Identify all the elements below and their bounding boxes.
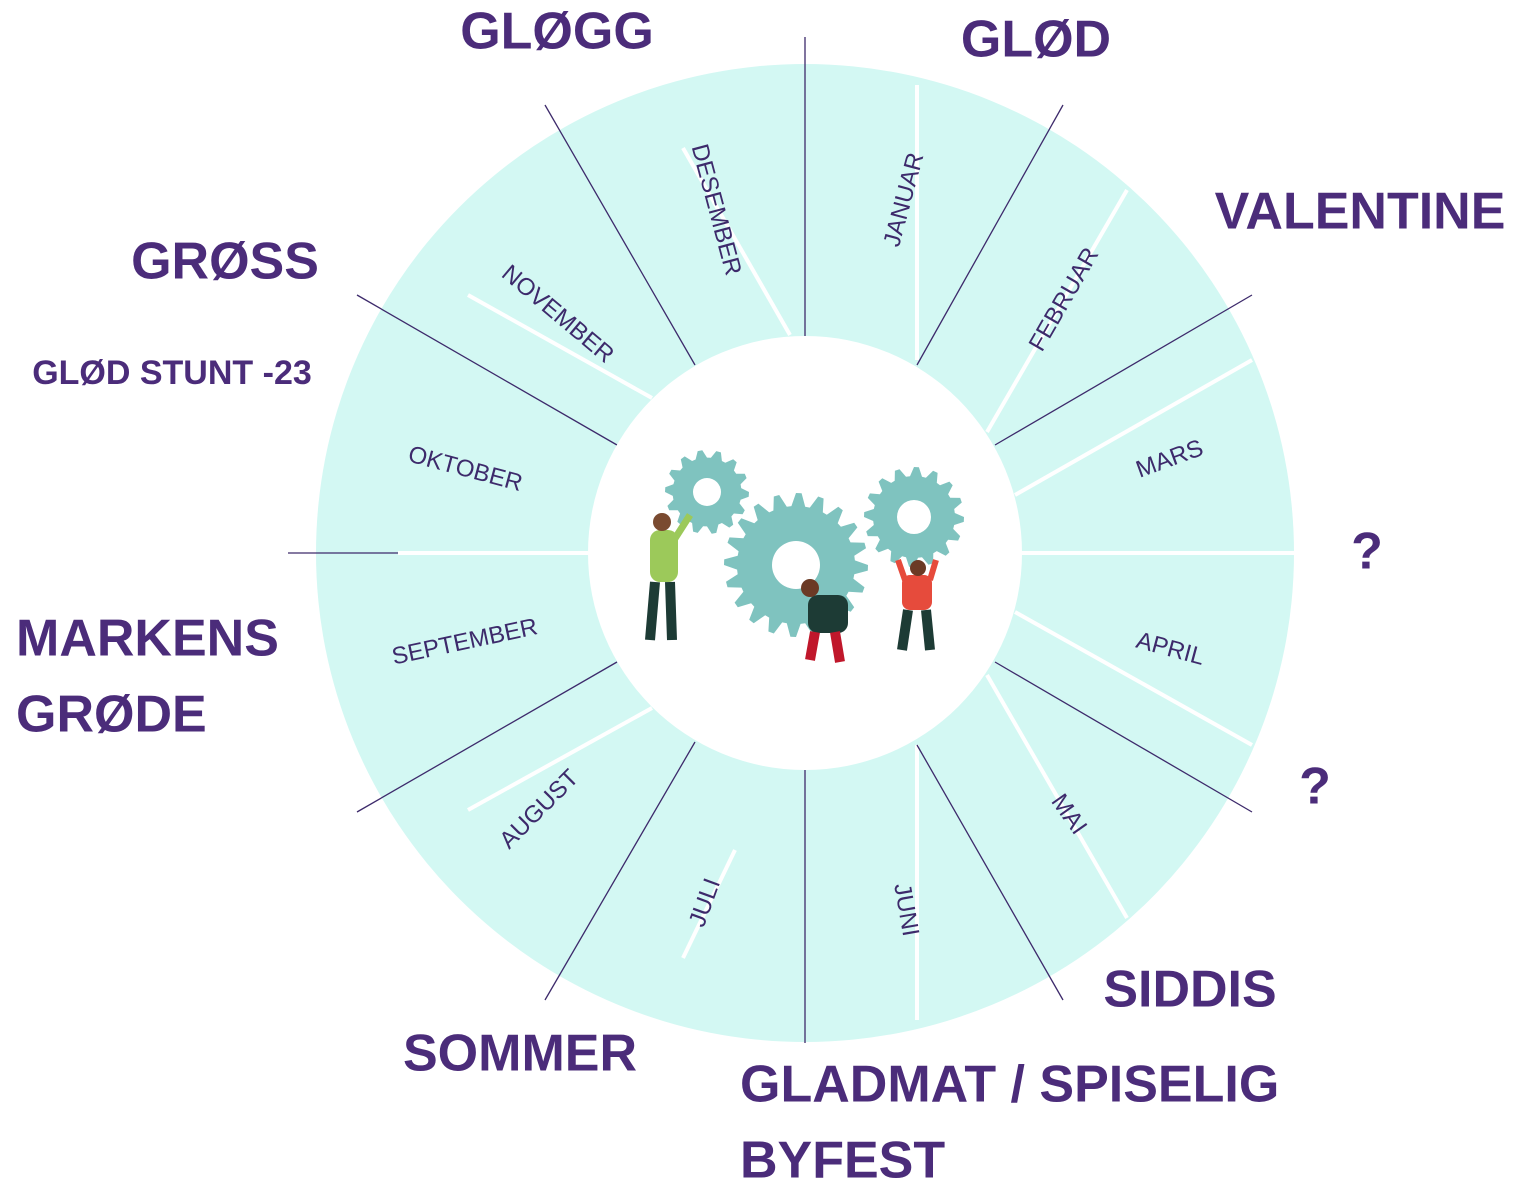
event-label: SOMMER [403, 1025, 637, 1083]
person-head [801, 579, 819, 597]
event-label: BYFEST [740, 1132, 945, 1187]
person-body [808, 595, 848, 633]
event-label: GLØGG [460, 3, 654, 61]
person-head [910, 560, 926, 576]
person-head [653, 513, 671, 531]
gear-hole [897, 500, 931, 534]
event-label: MARKENS [16, 610, 279, 668]
gear-hole [693, 478, 721, 506]
year-wheel: JANUARFEBRUARMARSAPRILMAIJUNIJULIAUGUSTS… [0, 0, 1516, 1187]
event-label: VALENTINE [1215, 183, 1506, 241]
event-label: GRØDE [16, 686, 207, 744]
event-label: ? [1299, 758, 1331, 816]
event-label: GLØD [961, 11, 1111, 69]
event-label: SIDDIS [1103, 961, 1276, 1019]
event-label: GRØSS [131, 233, 319, 291]
event-label: GLØD STUNT -23 [32, 354, 312, 392]
event-label: ? [1351, 523, 1383, 581]
event-label: GLADMAT / SPISELIG [740, 1056, 1279, 1114]
person-body [902, 575, 932, 610]
